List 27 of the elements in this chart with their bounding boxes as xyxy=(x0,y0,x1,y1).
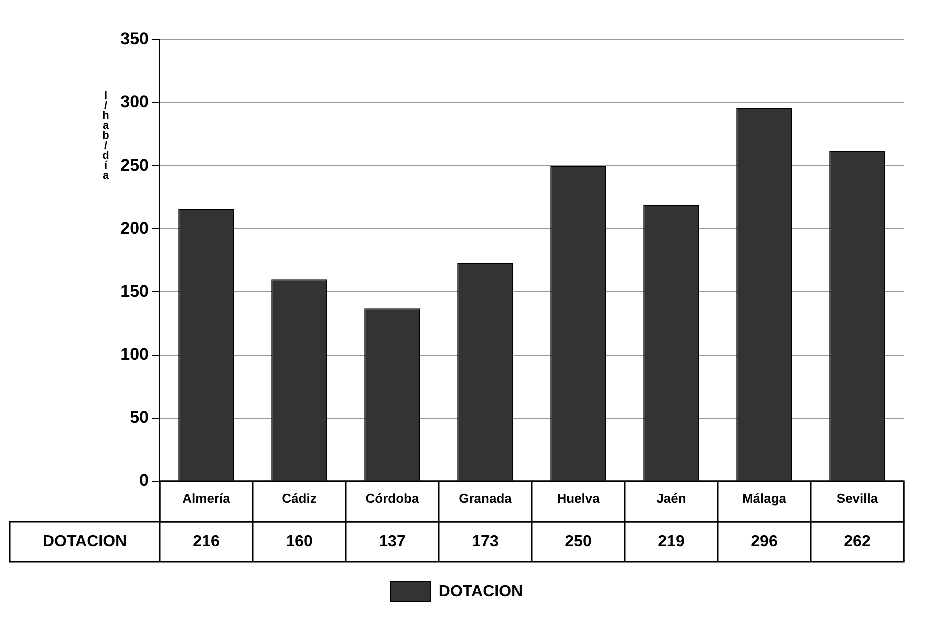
data-label: 219 xyxy=(658,533,685,550)
y-tick-label: 50 xyxy=(130,408,149,428)
data-label: 216 xyxy=(193,533,220,550)
y-tick-label: 200 xyxy=(120,218,149,238)
data-label: 160 xyxy=(286,533,313,550)
data-label: 137 xyxy=(379,533,406,550)
data-label: 173 xyxy=(472,533,499,550)
x-tick-label: Málaga xyxy=(742,490,788,506)
data-label: 296 xyxy=(751,533,778,550)
x-tick-label: Sevilla xyxy=(836,490,879,506)
legend-label: DOTACION xyxy=(438,583,524,600)
x-tick-label: Jaén xyxy=(656,490,686,506)
y-tick-label: 150 xyxy=(120,282,149,301)
y-tick-label: 100 xyxy=(120,344,149,364)
text: DOTACION xyxy=(42,533,128,550)
x-tick-label: Huelva xyxy=(557,490,601,506)
x-tick-label: Granada xyxy=(459,490,513,506)
y-tick-label: 0 xyxy=(140,471,149,490)
x-tick-label: Almería xyxy=(182,490,232,506)
y-tick-label: 300 xyxy=(120,92,149,112)
y-tick-label: 350 xyxy=(120,30,149,49)
x-tick-label: Cádiz xyxy=(282,490,318,506)
y-tick-label: 250 xyxy=(120,156,149,175)
data-label: 250 xyxy=(565,533,592,550)
data-label: 262 xyxy=(844,533,871,550)
y-axis-title: l/hab/día xyxy=(100,90,112,180)
x-tick-label: Córdoba xyxy=(366,490,420,506)
